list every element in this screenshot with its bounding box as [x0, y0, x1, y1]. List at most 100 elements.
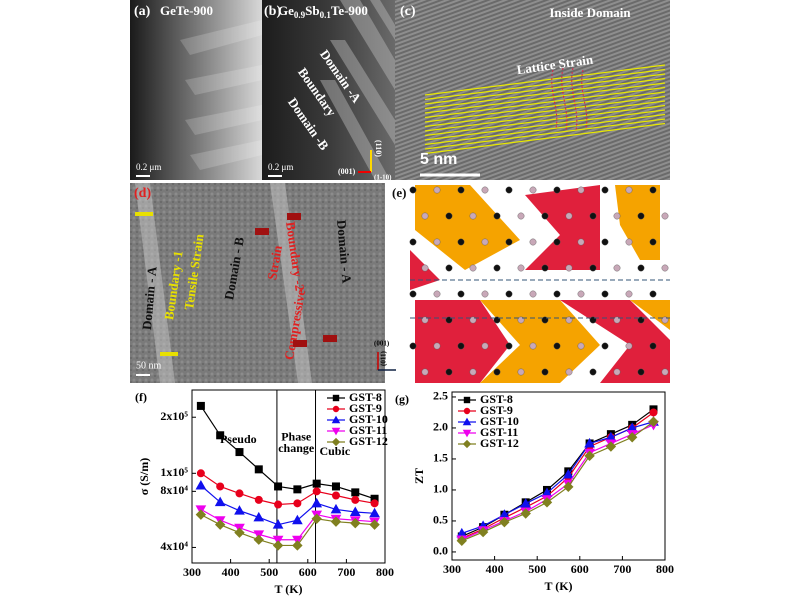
marker — [216, 482, 225, 491]
panel-label: (f) — [135, 390, 147, 404]
marker — [330, 503, 342, 514]
lattice-line — [424, 95, 666, 128]
atom — [625, 290, 633, 298]
x-axis-label: T (K) — [544, 579, 572, 593]
marker — [456, 535, 468, 546]
x-tick-label: 500 — [528, 562, 546, 576]
lattice-line — [424, 113, 666, 146]
marker — [499, 516, 510, 528]
marker — [254, 495, 263, 504]
arrows — [135, 212, 178, 356]
atom — [505, 238, 513, 246]
atom — [589, 264, 597, 272]
marker — [605, 441, 617, 452]
atom — [637, 212, 645, 220]
axis-label: (1-10) — [374, 174, 392, 182]
atom — [469, 212, 477, 220]
atom — [469, 264, 477, 272]
atom — [421, 368, 429, 376]
chart: 300 400 500 600 700 800 0.0 0.5 1.0 1.5 2.0 2.5 (g) T… — [395, 389, 674, 593]
x-tick-label: 600 — [571, 562, 589, 576]
x-tick-label: 500 — [260, 565, 278, 579]
y-tick-label: 1.5 — [433, 451, 448, 465]
atom — [625, 342, 633, 350]
series-line — [200, 485, 375, 526]
lattice-line — [424, 86, 666, 119]
marker — [477, 526, 489, 538]
y-axis-label: σ (S/m) — [137, 458, 151, 496]
legend-marker — [462, 429, 472, 438]
marker — [520, 498, 532, 508]
atom — [409, 290, 417, 298]
atom — [445, 212, 453, 220]
axis-label: (110) — [374, 140, 383, 157]
atom — [661, 212, 669, 220]
arrows — [255, 213, 337, 347]
atom — [589, 368, 597, 376]
atom — [613, 264, 621, 272]
atom — [601, 238, 609, 246]
atom — [541, 212, 549, 220]
scale-label: 0.2 μm — [268, 162, 293, 172]
marker — [274, 500, 283, 509]
marker — [292, 514, 303, 525]
strain-label: Strain — [264, 244, 285, 282]
bands — [320, 0, 395, 180]
series-line — [461, 421, 654, 542]
marker — [292, 535, 303, 546]
lattice-line — [424, 73, 666, 105]
atom — [493, 264, 501, 272]
y-axis-label: ZT — [412, 468, 426, 484]
marker — [331, 491, 340, 500]
panel-a: (a) GeTe-900 0.2 μm — [130, 0, 262, 180]
atom — [565, 368, 573, 376]
legend-marker — [332, 394, 340, 402]
legend-marker — [331, 427, 341, 436]
atom — [649, 290, 657, 298]
marker — [234, 505, 245, 515]
legend-marker — [332, 405, 340, 413]
marker — [253, 511, 265, 522]
legend-marker — [462, 417, 472, 426]
marker — [563, 481, 574, 493]
marker — [312, 487, 321, 496]
y-tick-label: 0.0 — [433, 544, 448, 558]
atom — [577, 290, 585, 298]
atom — [565, 212, 573, 220]
series-line — [200, 405, 375, 500]
charts: 300 400 500 600 700 8004x10⁴8x10⁴1x10⁵2x10⁵Ps… — [135, 389, 674, 596]
panel-label: (g) — [395, 392, 409, 406]
x-tick-label: 400 — [486, 562, 504, 576]
legend-label: GST-12 — [480, 436, 519, 450]
atom — [565, 264, 573, 272]
lattice-line — [424, 122, 666, 155]
panel-title: Ge0.9Sb0.1Te-900 — [278, 3, 368, 20]
atom — [649, 186, 657, 194]
legend-label: GST-11 — [349, 423, 387, 437]
marker — [272, 540, 284, 551]
panel-e: (e) (001) (011) — [374, 185, 670, 383]
marker — [196, 469, 205, 478]
atom — [409, 186, 417, 194]
scale-label: 5 nm — [420, 151, 457, 168]
atom — [481, 186, 489, 194]
atom — [577, 342, 585, 350]
atom — [409, 342, 417, 350]
marker — [293, 499, 302, 508]
panel-title: Inside Domain — [549, 5, 631, 20]
chart: 300 400 500 600 700 8004x10⁴8x10⁴1x10⁵2x10⁵Ps… — [135, 389, 394, 596]
marker — [214, 496, 226, 507]
x-tick-label: 800 — [376, 565, 394, 579]
panel-label: (a) — [134, 4, 151, 19]
atom — [625, 238, 633, 246]
series-line — [200, 472, 375, 506]
atom — [553, 238, 561, 246]
marker — [272, 535, 284, 546]
atom — [457, 238, 465, 246]
legend-label: GST-8 — [480, 392, 513, 406]
panel-label: (c) — [400, 4, 416, 19]
series-line — [461, 424, 654, 541]
atom — [541, 264, 549, 272]
marker — [254, 465, 263, 474]
